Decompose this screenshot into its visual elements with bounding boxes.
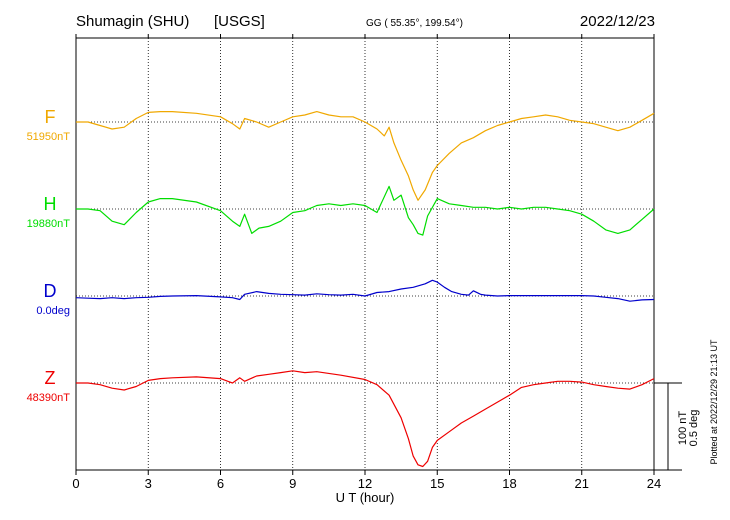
- series-line-D: [75, 279, 655, 302]
- series-line-F: [76, 110, 655, 201]
- x-axis-label: U T (hour): [336, 490, 395, 505]
- x-tick-label: 18: [502, 476, 516, 491]
- series-letter-D: D: [44, 281, 57, 301]
- x-tick-label: 0: [72, 476, 79, 491]
- series-baseline-F: 51950nT: [27, 131, 71, 143]
- scale-bar: 100 nT 0.5 deg: [654, 382, 700, 471]
- scale-nt-label: 100 nT: [677, 411, 689, 446]
- x-tick-label: 9: [289, 476, 296, 491]
- coords-label: GG ( 55.35°, 199.54°): [366, 18, 463, 29]
- x-tick-label: 21: [575, 476, 589, 491]
- x-tick-label: 15: [430, 476, 444, 491]
- x-tick-label: 6: [217, 476, 224, 491]
- series-line-H: [76, 185, 655, 236]
- series-letter-H: H: [44, 194, 57, 214]
- component-labels: F 51950nT H 19880nT D 0.0deg Z 48390nT: [27, 107, 71, 404]
- source-label: [USGS]: [214, 13, 265, 30]
- series-baseline-D: 0.0deg: [36, 305, 70, 317]
- grid-lines: [147, 38, 583, 470]
- series-letter-F: F: [45, 107, 56, 127]
- x-tick-label: 12: [358, 476, 372, 491]
- x-tick-label: 24: [647, 476, 661, 491]
- series-baseline-Z: 48390nT: [27, 392, 71, 404]
- x-axis-ticks: 0 3 6 9 12 15 18 21 24: [72, 34, 661, 491]
- plotted-at-note: Plotted at 2022/12/29 21:13 UT: [709, 339, 719, 465]
- station-title: Shumagin (SHU): [76, 13, 189, 30]
- x-tick-label: 3: [145, 476, 152, 491]
- series-baseline-H: 19880nT: [27, 218, 71, 230]
- scale-deg-label: 0.5 deg: [688, 410, 700, 447]
- series-line-Z: [76, 370, 655, 468]
- date-label: 2022/12/23: [580, 13, 655, 30]
- series-lines: [75, 110, 655, 468]
- series-letter-Z: Z: [45, 368, 56, 388]
